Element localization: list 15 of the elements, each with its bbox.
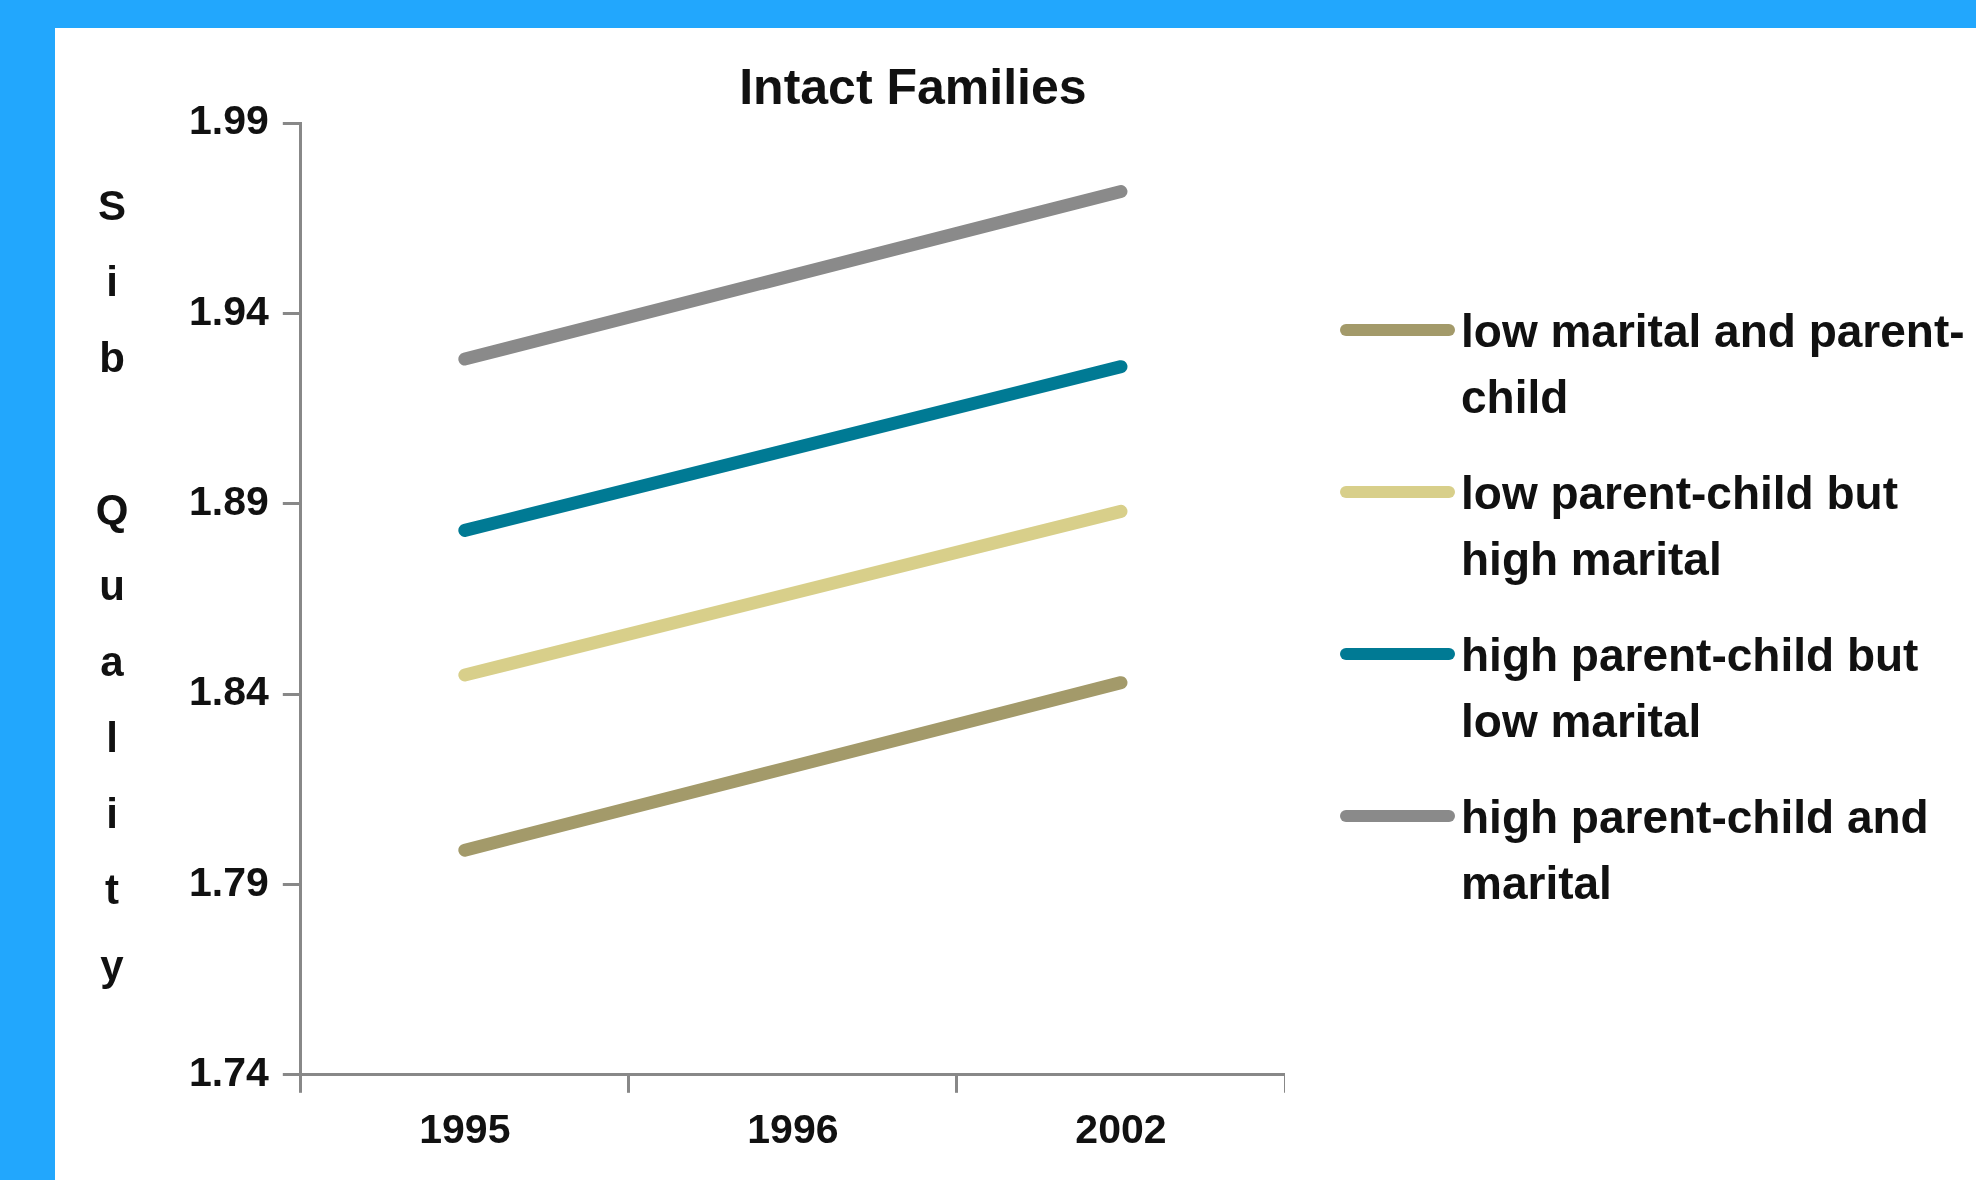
y-tick-label: 1.84	[188, 668, 269, 715]
text: Sib Quality	[95, 181, 129, 989]
legend-label: low marital and parent-child	[1461, 304, 1966, 425]
y-tick-label: 1.79	[188, 858, 269, 905]
y-tick-label: 1.89	[188, 478, 269, 525]
y-tick-label: 1.94	[188, 287, 269, 334]
chart-title: Intact Families	[739, 58, 1087, 115]
x-tick-label: 1996	[747, 1105, 839, 1152]
y-tick-label: 1.99	[188, 97, 269, 144]
x-tick-label: 2002	[1075, 1105, 1167, 1152]
x-tick-label: 1995	[419, 1105, 511, 1152]
legend-label: low parent-child but high marital	[1461, 466, 1899, 587]
legend-label: high parent-child and marital	[1461, 790, 1930, 911]
y-tick-label: 1.74	[188, 1049, 269, 1096]
legend-label: high parent-child but low marital	[1461, 628, 1920, 749]
